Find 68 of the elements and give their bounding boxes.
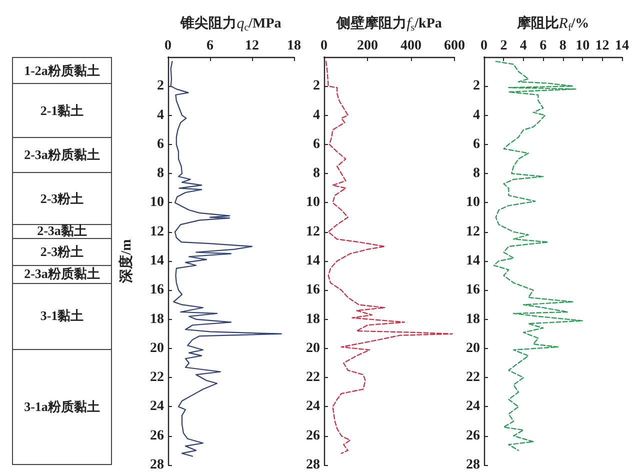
y-tick-label: 8 (157, 166, 164, 182)
y-tick-label: 12 (306, 224, 320, 240)
layer-box: 2-3a粉质黏土 (12, 264, 112, 284)
y-tick-label: 28 (306, 458, 320, 472)
x-tick-label: 0 (480, 38, 488, 54)
y-tick-label: 24 (150, 399, 164, 414)
layer-box: 1-2a粉质黏土 (12, 57, 112, 84)
x-tick-label: 6 (206, 38, 214, 54)
y-tick-label: 16 (306, 282, 320, 298)
y-tick-label: 28 (150, 458, 164, 472)
y-tick-label: 14 (150, 254, 164, 268)
y-tick-label: 26 (150, 428, 164, 444)
y-tick-label: 22 (466, 370, 480, 386)
layer-box: 2-3粉土 (12, 238, 112, 266)
x-tick-label: 6 (540, 38, 547, 54)
y-tick-label: 10 (306, 195, 320, 210)
layer-box: 2-1黏土 (12, 83, 112, 138)
y-tick-label: 28 (466, 458, 480, 472)
y-tick-label: 4 (473, 108, 480, 123)
y-tick-label: 14 (306, 254, 320, 268)
y-tick-label: 2 (473, 78, 480, 94)
y-tick-label: 2 (313, 78, 320, 94)
y-tick-label: 20 (150, 340, 164, 356)
y-tick-label: 8 (313, 166, 320, 182)
layer-box: 2-3a黏土 (12, 224, 112, 239)
x-tick-label: 600 (444, 38, 465, 54)
y-tick-label: 18 (466, 312, 480, 327)
layer-box: 3-1a粉质黏土 (12, 348, 112, 465)
y-tick-label: 14 (466, 254, 480, 268)
y-tick-label: 10 (150, 195, 164, 210)
y-tick-label: 6 (473, 136, 480, 152)
x-tick-label: 14 (615, 38, 629, 54)
y-tick-label: 24 (466, 399, 480, 414)
x-tick-label: 0 (164, 38, 172, 54)
y-tick-label: 22 (306, 370, 320, 386)
y-tick-label: 20 (306, 340, 320, 356)
x-tick-label: 200 (357, 38, 378, 54)
x-tick-label: 12 (595, 38, 610, 54)
x-tick-label: 18 (287, 38, 301, 54)
layer-box: 2-3粉土 (12, 172, 112, 225)
y-tick-label: 16 (466, 282, 480, 298)
y-tick-label: 10 (466, 195, 480, 210)
y-tick-label: 4 (313, 108, 320, 123)
y-tick-label: 22 (150, 370, 164, 386)
y-tick-label: 18 (150, 312, 164, 327)
y-tick-label: 26 (466, 428, 480, 444)
x-tick-label: 4 (520, 38, 527, 54)
y-tick-label: 4 (157, 108, 164, 123)
y-tick-label: 6 (313, 136, 320, 152)
x-tick-label: 8 (559, 38, 566, 54)
y-axis-title: 深度/m (118, 238, 134, 284)
x-tick-label: 2 (500, 38, 508, 54)
x-tick-label: 12 (245, 38, 259, 54)
y-tick-label: 18 (306, 312, 320, 327)
x-tick-label: 400 (400, 38, 422, 54)
y-tick-label: 12 (466, 224, 480, 240)
y-tick-label: 2 (157, 78, 164, 94)
x-tick-label: 0 (320, 38, 328, 54)
y-tick-label: 26 (306, 428, 320, 444)
y-tick-label: 8 (473, 166, 480, 182)
layer-box: 3-1黏土 (12, 282, 112, 350)
y-tick-label: 16 (150, 282, 164, 298)
layer-box: 2-3a粉质黏土 (12, 137, 112, 174)
y-tick-label: 20 (466, 340, 480, 356)
y-tick-label: 6 (157, 136, 164, 152)
x-tick-label: 10 (576, 38, 590, 54)
y-tick-label: 12 (150, 224, 164, 240)
y-tick-label: 24 (306, 399, 320, 414)
